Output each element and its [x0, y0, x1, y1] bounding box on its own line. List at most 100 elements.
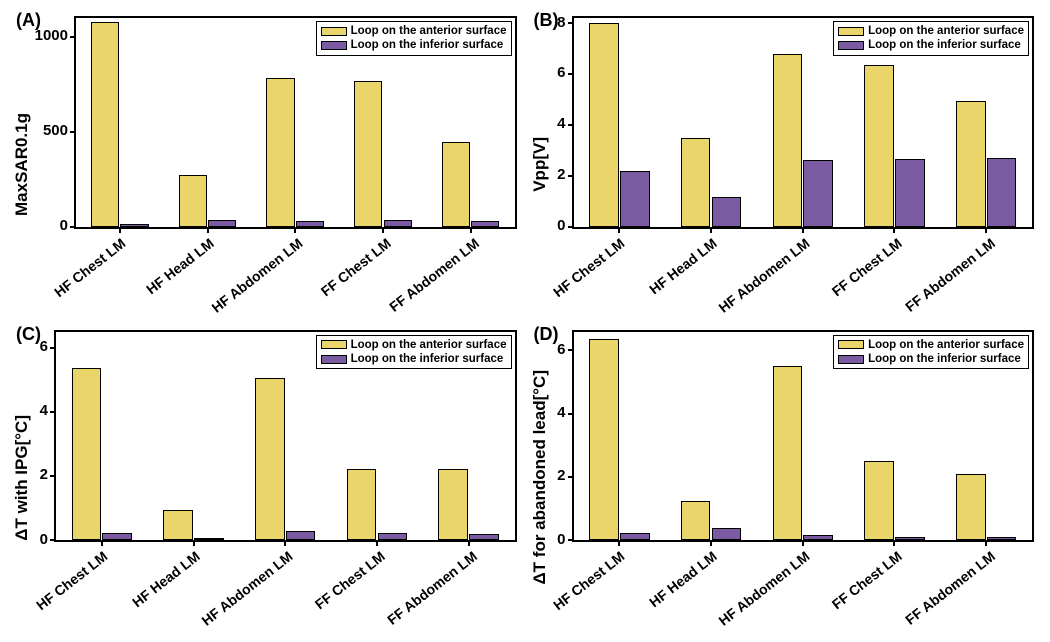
panel-label: (A) [16, 10, 41, 31]
plot-wrap: Vpp[V] Loop on the anterior surfaceLoop o… [528, 10, 1041, 319]
bar-anterior [442, 142, 470, 226]
legend-row-anterior: Loop on the anterior surface [321, 338, 507, 352]
panel-label: (C) [16, 324, 41, 345]
legend-row-inferior: Loop on the inferior surface [321, 352, 507, 366]
y-tick-label: 6 [40, 338, 56, 355]
bar-anterior [72, 368, 102, 540]
x-tick-label: HF Chest LM [550, 235, 627, 300]
bar-group [587, 332, 651, 541]
bar-inferior [987, 158, 1017, 227]
bar-inferior [102, 533, 132, 540]
x-tick-label: FF Chest LM [312, 548, 388, 612]
bar-anterior [438, 469, 468, 540]
x-tick-label: FF Chest LM [829, 548, 905, 612]
y-tick-label: 500 [43, 122, 76, 139]
x-tick-label: HF Head LM [647, 235, 721, 297]
bar-inferior [469, 534, 499, 540]
legend: Loop on the anterior surfaceLoop on the … [316, 21, 512, 56]
bar-inferior [803, 535, 833, 540]
legend: Loop on the anterior surfaceLoop on the … [833, 21, 1029, 56]
bar-inferior [712, 197, 742, 226]
legend-text-anterior: Loop on the anterior surface [351, 338, 507, 352]
legend-swatch-inferior [838, 355, 864, 364]
x-tick-label: HF Abdomen LM [208, 235, 305, 316]
x-tick-label: HF Chest LM [550, 548, 627, 613]
legend: Loop on the anterior surfaceLoop on the … [316, 335, 512, 370]
chart-area: Loop on the anterior surfaceLoop on the … [54, 330, 517, 543]
bar-inferior [895, 159, 925, 226]
bar-anterior [864, 65, 894, 226]
plot-wrap: ΔT for abandoned lead[°C] Loop on the ant… [528, 324, 1041, 633]
legend: Loop on the anterior surfaceLoop on the … [833, 335, 1029, 370]
chart-area: Loop on the anterior surfaceLoop on the … [74, 16, 517, 229]
bar-anterior [589, 339, 619, 540]
legend-row-inferior: Loop on the inferior surface [838, 352, 1024, 366]
bar-anterior [956, 474, 986, 540]
x-tick-label: FF Abdomen LM [902, 548, 998, 628]
legend-row-inferior: Loop on the inferior surface [321, 38, 507, 52]
plot-wrap: MaxSAR0.1g Loop on the anterior surfaceLo… [10, 10, 523, 319]
legend-swatch-inferior [838, 41, 864, 50]
bar-inferior [296, 221, 324, 227]
chart-area: Loop on the anterior surfaceLoop on the … [572, 330, 1035, 543]
bar-anterior [681, 501, 711, 540]
y-axis-label: MaxSAR0.1g [10, 113, 34, 216]
bar-inferior [208, 220, 236, 227]
legend-swatch-anterior [321, 27, 347, 36]
x-labels: HF Chest LMHF Head LMHF Abdomen LMFF Che… [54, 542, 517, 632]
bar-group [679, 18, 743, 227]
bar-anterior [179, 175, 207, 226]
legend-row-anterior: Loop on the anterior surface [838, 24, 1024, 38]
legend-text-anterior: Loop on the anterior surface [868, 338, 1024, 352]
bar-inferior [987, 537, 1017, 540]
x-tick-label: HF Abdomen LM [198, 548, 295, 629]
x-tick-label: HF Abdomen LM [716, 548, 813, 629]
bar-anterior [163, 510, 193, 540]
panel-b: (B)Vpp[V]Loop on the anterior surfaceLoo… [528, 10, 1041, 319]
plot-wrap: ΔT with IPG[°C] Loop on the anterior surf… [10, 324, 523, 633]
bar-inferior [378, 533, 408, 540]
x-tick-label: HF Head LM [129, 548, 203, 610]
x-tick-label: HF Head LM [143, 235, 217, 297]
bar-inferior [803, 160, 833, 226]
bar-group [89, 18, 150, 227]
x-tick-label: HF Chest LM [33, 548, 110, 613]
bar-group [679, 332, 743, 541]
legend-row-inferior: Loop on the inferior surface [838, 38, 1024, 52]
panel-d: (D)ΔT for abandoned lead[°C]Loop on the … [528, 324, 1041, 633]
bar-inferior [120, 224, 148, 226]
bar-anterior [255, 378, 285, 540]
y-tick-label: 8 [557, 14, 573, 31]
x-tick-label: FF Abdomen LM [902, 235, 998, 315]
legend-swatch-inferior [321, 41, 347, 50]
panel-a: (A) MaxSAR0.1g Loop on the anterior surfac… [10, 10, 523, 319]
bar-group [177, 18, 238, 227]
y-tick-label: 4 [40, 402, 56, 419]
bar-inferior [712, 528, 742, 540]
y-axis-label: ΔT with IPG[°C] [10, 415, 34, 541]
bar-group [771, 332, 835, 541]
y-axis-label: Vpp[V] [528, 137, 552, 192]
x-labels: HF Chest LMHF Head LMHF Abdomen LMFF Che… [74, 229, 517, 319]
x-labels: HF Chest LMHF Head LMHF Abdomen LMFF Che… [572, 542, 1035, 632]
bar-inferior [194, 538, 224, 540]
legend-row-anterior: Loop on the anterior surface [321, 24, 507, 38]
y-axis-label: ΔT for abandoned lead[°C] [528, 370, 552, 585]
x-tick-label: HF Chest LM [51, 235, 128, 300]
bar-inferior [895, 537, 925, 540]
bar-inferior [471, 221, 499, 226]
bar-group [253, 332, 317, 541]
x-labels: HF Chest LMHF Head LMHF Abdomen LMFF Che… [572, 229, 1035, 319]
legend-swatch-anterior [838, 27, 864, 36]
x-tick-label: FF Abdomen LM [386, 235, 482, 315]
y-tick-label: 4 [557, 404, 573, 421]
y-tick-label: 4 [557, 115, 573, 132]
bar-anterior [773, 54, 803, 227]
x-tick-label: FF Abdomen LM [384, 548, 480, 628]
legend-text-anterior: Loop on the anterior surface [868, 24, 1024, 38]
legend-row-anterior: Loop on the anterior surface [838, 338, 1024, 352]
legend-text-anterior: Loop on the anterior surface [351, 24, 507, 38]
legend-text-inferior: Loop on the inferior surface [868, 38, 1021, 52]
bar-group [587, 18, 651, 227]
bar-inferior [620, 171, 650, 227]
